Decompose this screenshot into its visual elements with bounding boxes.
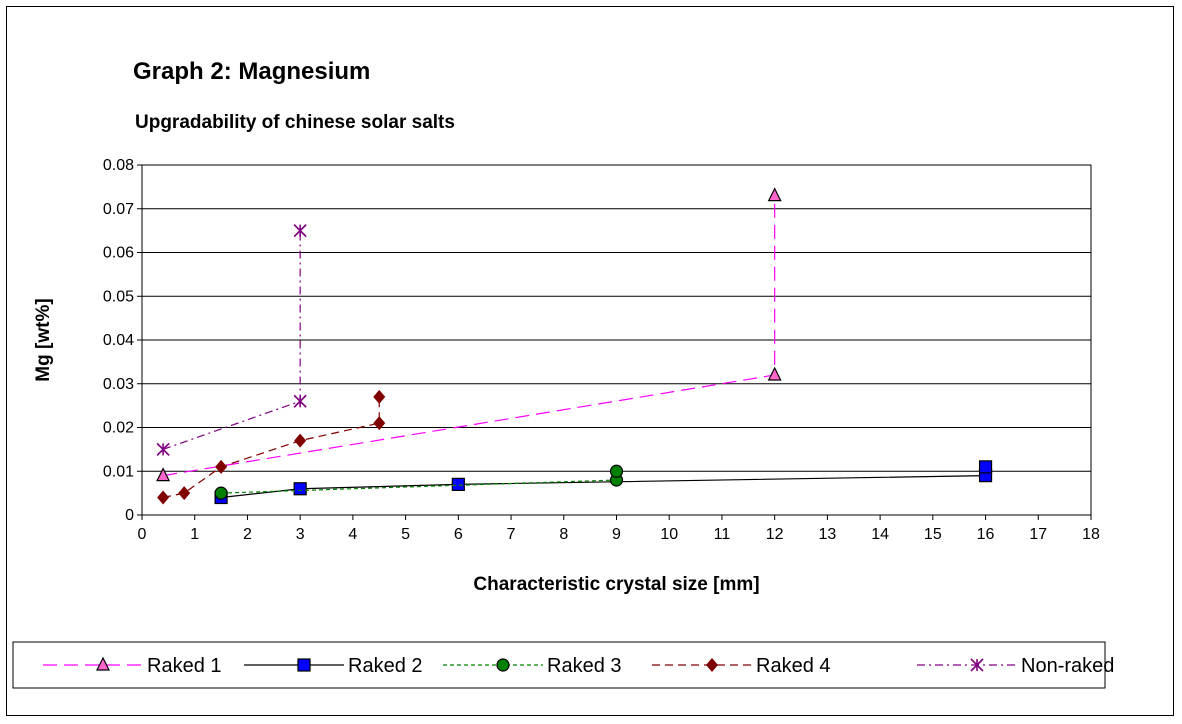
x-tick-label: 11 — [714, 526, 731, 543]
legend-marker — [706, 658, 718, 672]
y-tick-labels: 0 0.01 0.02 0.03 0.04 0.05 0.06 0.07 0.08 — [103, 157, 134, 524]
x-tick-label: 9 — [612, 526, 621, 543]
x-tick-label: 17 — [1029, 526, 1047, 543]
x-tick-label: 0 — [138, 526, 147, 543]
chart-svg: Graph 2: Magnesium Upgradability of chin… — [12, 58, 1114, 689]
y-tick-label: 0.05 — [103, 288, 134, 305]
legend: Raked 1 Raked 2 Raked 3 Raked 4 Non-raked — [43, 655, 1114, 677]
data-point — [373, 389, 386, 404]
data-point — [157, 490, 170, 505]
x-tick-label: 14 — [871, 526, 889, 543]
data-point — [293, 394, 307, 408]
legend-label: Raked 2 — [348, 655, 423, 677]
data-point — [373, 416, 386, 431]
series-non-raked — [156, 224, 307, 456]
legend-label: Raked 3 — [547, 655, 622, 677]
series-line — [162, 195, 776, 477]
y-tick-label: 0.08 — [103, 157, 134, 174]
series-layer — [156, 187, 993, 505]
data-point — [156, 467, 171, 482]
x-tick-label: 18 — [1082, 526, 1100, 543]
data-point — [214, 486, 228, 500]
data-point — [978, 460, 993, 474]
data-point — [293, 224, 307, 238]
x-tick-label: 3 — [296, 526, 305, 543]
axes — [141, 515, 1092, 520]
legend-item-raked-2: Raked 2 — [244, 655, 423, 677]
chart-frame: Graph 2: Magnesium Upgradability of chin… — [6, 6, 1174, 716]
data-point — [294, 433, 307, 448]
series-raked-2 — [214, 460, 993, 505]
legend-marker — [297, 658, 311, 672]
legend-item-raked-3: Raked 3 — [443, 655, 622, 677]
data-point — [178, 486, 191, 501]
grid-lines — [137, 164, 1091, 516]
data-point — [609, 464, 624, 478]
x-tick-label: 13 — [818, 526, 836, 543]
data-point — [767, 366, 782, 381]
series-raked-4 — [157, 389, 386, 505]
legend-marker — [970, 658, 984, 672]
data-point — [451, 477, 465, 491]
legend-item-raked-4: Raked 4 — [652, 655, 831, 677]
series-line — [221, 471, 618, 494]
series-raked-1 — [156, 187, 782, 482]
y-tick-label: 0.06 — [103, 245, 134, 262]
x-tick-label: 8 — [559, 526, 568, 543]
x-tick-label: 5 — [401, 526, 410, 543]
data-point — [767, 187, 782, 202]
y-tick-label: 0.07 — [103, 201, 134, 218]
x-axis-label: Characteristic crystal size [mm] — [473, 574, 759, 595]
y-tick-label: 0.01 — [103, 463, 134, 480]
y-tick-label: 0.02 — [103, 420, 134, 437]
legend-marker — [496, 658, 510, 672]
legend-marker — [96, 656, 110, 671]
y-tick-label: 0.04 — [103, 332, 134, 349]
data-point — [215, 459, 228, 474]
x-tick-label: 12 — [766, 526, 784, 543]
x-tick-label: 1 — [190, 526, 199, 543]
legend-item-non-raked: Non-raked — [917, 655, 1114, 677]
legend-label: Non-raked — [1021, 655, 1114, 677]
x-tick-labels: 0 1 2 3 4 5 6 7 8 9 10 11 12 13 14 15 16 17 18 — [138, 526, 1100, 543]
chart-subtitle: Upgradability of chinese solar salts — [135, 112, 455, 133]
legend-label: Raked 1 — [147, 655, 222, 677]
y-axis-label: Mg [wt%] — [33, 298, 54, 381]
y-tick-label: 0.03 — [103, 376, 134, 393]
series-raked-3 — [214, 464, 624, 500]
legend-label: Raked 4 — [756, 655, 831, 677]
x-tick-label: 6 — [454, 526, 463, 543]
y-tick-label: 0 — [125, 507, 134, 524]
x-tick-label: 16 — [977, 526, 995, 543]
chart-title: Graph 2: Magnesium — [133, 58, 370, 85]
x-tick-label: 7 — [507, 526, 516, 543]
x-tick-label: 15 — [924, 526, 942, 543]
x-tick-label: 10 — [660, 526, 678, 543]
legend-item-raked-1: Raked 1 — [43, 655, 222, 677]
x-tick-label: 2 — [243, 526, 252, 543]
data-point — [293, 482, 307, 496]
data-point — [156, 442, 170, 456]
x-tick-label: 4 — [348, 526, 357, 543]
